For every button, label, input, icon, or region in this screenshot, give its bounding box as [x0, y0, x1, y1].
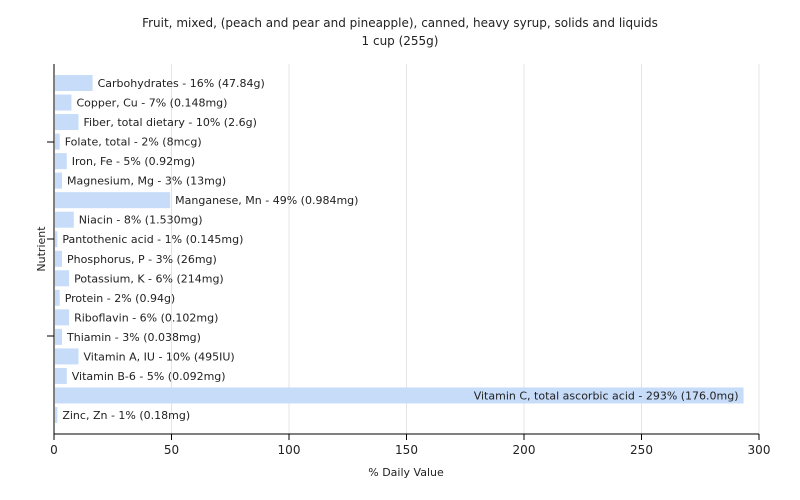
bar-label: Phosphorus, P - 3% (26mg) [67, 253, 217, 266]
x-tick-label: 150 [395, 443, 418, 457]
bar-label: Vitamin C, total ascorbic acid - 293% (1… [474, 389, 739, 402]
grid [171, 64, 760, 434]
bar [55, 387, 744, 404]
bar [55, 348, 79, 365]
bar [55, 133, 60, 150]
bar-label: Pantothenic acid - 1% (0.145mg) [62, 233, 243, 246]
bar [55, 211, 74, 228]
x-ticks: 0 50 100 150 200 250 300 [50, 434, 770, 457]
bar-label: Protein - 2% (0.94g) [65, 292, 176, 305]
x-tick-label: 200 [513, 443, 536, 457]
bars: Carbohydrates - 16% (47.84g) Copper, Cu -… [55, 75, 744, 423]
bar [55, 328, 63, 345]
bar [55, 153, 67, 170]
bar [55, 270, 70, 287]
bar [55, 172, 63, 189]
bar-label: Iron, Fe - 5% (0.92mg) [72, 155, 195, 168]
x-tick-label: 100 [278, 443, 301, 457]
bar-label: Fiber, total dietary - 10% (2.6g) [84, 116, 257, 129]
bar-label: Vitamin A, IU - 10% (495IU) [84, 350, 235, 363]
x-tick-label: 0 [50, 443, 58, 457]
bar-label: Copper, Cu - 7% (0.148mg) [76, 97, 227, 110]
bar [55, 367, 67, 384]
bar-label: Zinc, Zn - 1% (0.18mg) [62, 409, 190, 422]
bar [55, 289, 60, 306]
bar [55, 192, 171, 209]
bar-label: Riboflavin - 6% (0.102mg) [74, 311, 218, 324]
x-tick-label: 250 [630, 443, 653, 457]
bar [55, 407, 58, 423]
bar [55, 114, 79, 131]
bar-label: Carbohydrates - 16% (47.84g) [98, 77, 265, 90]
x-tick-label: 50 [164, 443, 179, 457]
bar [55, 231, 58, 248]
chart-title: Fruit, mixed, (peach and pear and pineap… [142, 16, 658, 30]
bar-label: Vitamin B-6 - 5% (0.092mg) [72, 370, 226, 383]
bar-label: Niacin - 8% (1.530mg) [79, 214, 203, 227]
x-tick-label: 300 [748, 443, 771, 457]
x-axis-label: % Daily Value [368, 466, 444, 479]
bar [55, 250, 63, 267]
bar-label: Thiamin - 3% (0.038mg) [66, 331, 201, 344]
bar-label: Folate, total - 2% (8mcg) [65, 136, 202, 149]
bar [55, 94, 72, 111]
bar-label: Potassium, K - 6% (214mg) [74, 272, 224, 285]
bar [55, 75, 93, 91]
bar [55, 309, 70, 326]
chart-subtitle: 1 cup (255g) [362, 34, 439, 48]
bar-label: Manganese, Mn - 49% (0.984mg) [175, 194, 358, 207]
bar-label: Magnesium, Mg - 3% (13mg) [67, 175, 226, 188]
y-axis-label: Nutrient [35, 226, 48, 272]
